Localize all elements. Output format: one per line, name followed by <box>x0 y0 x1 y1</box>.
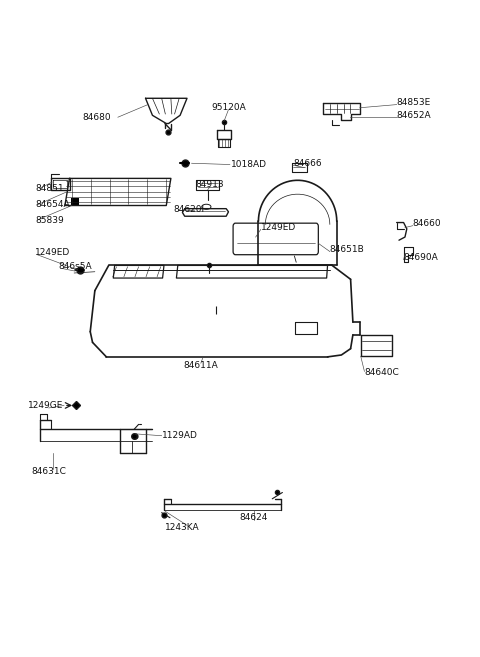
Text: 1249ED: 1249ED <box>261 223 296 232</box>
Text: 1249ED: 1249ED <box>35 248 70 258</box>
Text: 84624: 84624 <box>240 513 268 522</box>
Text: 84690A: 84690A <box>404 254 438 262</box>
Text: 84680: 84680 <box>83 113 111 122</box>
Text: 84631C: 84631C <box>31 466 66 476</box>
Text: 84620I: 84620I <box>173 206 204 214</box>
Text: 1018AD: 1018AD <box>231 160 267 169</box>
Text: 84913: 84913 <box>196 180 224 189</box>
Text: 84640C: 84640C <box>364 368 399 377</box>
Text: 84652A: 84652A <box>396 111 432 120</box>
Text: 84851: 84851 <box>35 184 63 193</box>
Text: 84611A: 84611A <box>183 361 218 370</box>
Ellipse shape <box>202 204 211 210</box>
Text: 84666: 84666 <box>293 159 322 168</box>
Text: 1249GE: 1249GE <box>28 401 63 410</box>
Bar <box>71 198 79 206</box>
Text: 84853E: 84853E <box>396 98 431 107</box>
Text: 84660: 84660 <box>413 219 442 228</box>
Text: 84654A: 84654A <box>35 200 70 210</box>
Text: 1243KA: 1243KA <box>165 523 200 532</box>
Text: 85839: 85839 <box>35 215 64 225</box>
Text: 84651B: 84651B <box>330 245 365 254</box>
Text: 1129AD: 1129AD <box>162 431 198 440</box>
Text: 846ʂ5A: 846ʂ5A <box>58 262 92 271</box>
FancyBboxPatch shape <box>233 223 318 255</box>
Text: 95120A: 95120A <box>211 103 246 112</box>
